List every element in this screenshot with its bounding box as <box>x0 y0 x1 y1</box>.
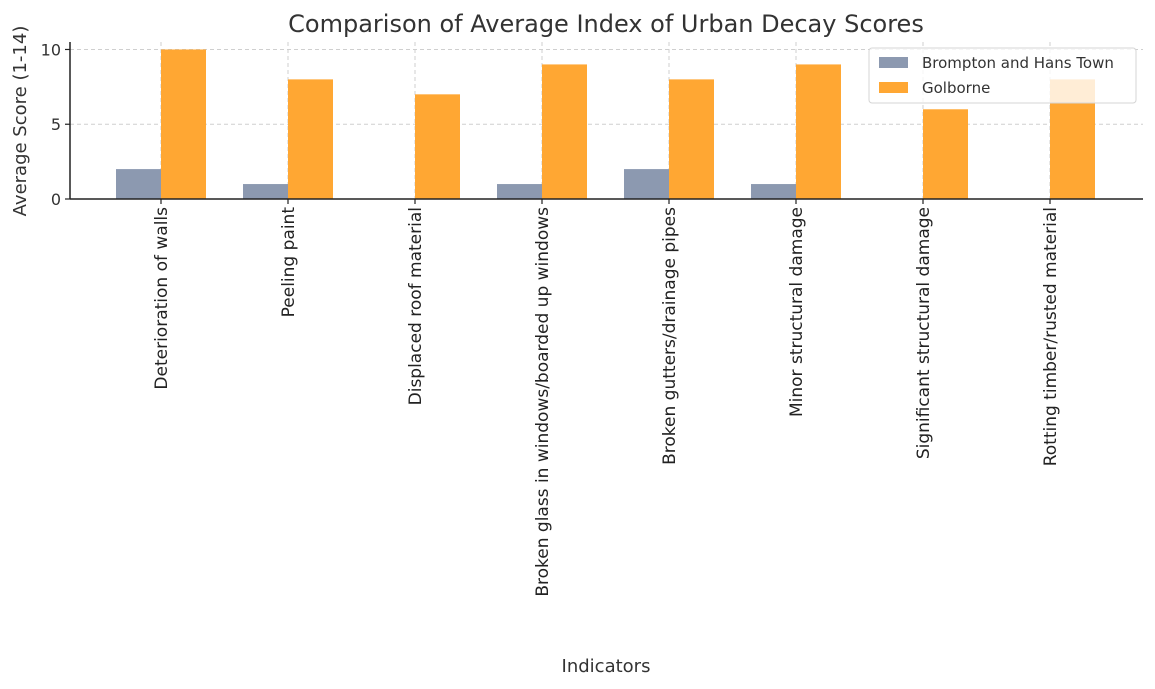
legend-frame <box>868 47 1137 104</box>
chart-title: Comparison of Average Index of Urban Dec… <box>288 10 924 38</box>
y-ticks: 0 5 10 <box>41 40 70 209</box>
y-tick-label: 5 <box>51 115 61 134</box>
legend-label-golborne: Golborne <box>922 79 990 97</box>
x-axis-label: Indicators <box>562 656 651 677</box>
x-ticks: Deterioration of walls Peeling paint Displ… <box>152 199 1061 597</box>
legend-swatch-golborne <box>879 82 908 93</box>
y-tick-label: 10 <box>41 40 61 59</box>
legend-swatch-brompton <box>879 57 908 68</box>
bar-brompton <box>116 169 161 199</box>
x-tick-label: Deterioration of walls <box>152 207 172 390</box>
bar-brompton <box>751 184 796 199</box>
y-axis-label: Average Score (1-14) <box>10 26 31 217</box>
bar-golborne <box>796 64 841 199</box>
bar-golborne <box>923 109 968 199</box>
x-tick-label: Peeling paint <box>279 207 299 318</box>
legend-label-brompton: Brompton and Hans Town <box>922 54 1114 72</box>
x-tick-label: Broken glass in windows/boarded up windo… <box>533 207 553 597</box>
bar-golborne <box>669 79 714 199</box>
bar-brompton <box>497 184 542 199</box>
legend: Brompton and Hans Town Golborne <box>868 47 1137 104</box>
bar-brompton <box>624 169 669 199</box>
bar-golborne <box>288 79 333 199</box>
bar-brompton <box>243 184 288 199</box>
x-tick-label: Rotting timber/rusted material <box>1041 207 1061 466</box>
x-tick-label: Significant structural damage <box>914 207 934 459</box>
bar-golborne <box>161 49 206 199</box>
x-tick-label: Displaced roof material <box>406 207 426 405</box>
x-tick-label: Broken gutters/drainage pipes <box>660 207 680 465</box>
y-tick-label: 0 <box>51 190 61 209</box>
bar-golborne <box>542 64 587 199</box>
x-tick-label: Minor structural damage <box>787 207 807 417</box>
bar-golborne <box>415 94 460 199</box>
